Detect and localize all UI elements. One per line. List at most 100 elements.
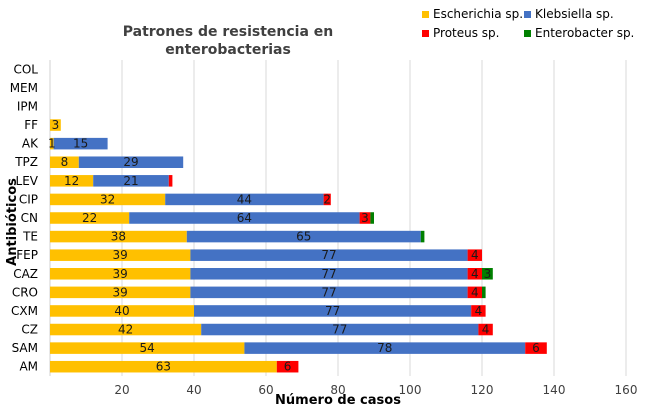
bar-sam-proteus-sp <box>525 342 547 354</box>
bar-tpz-escherichia-sp <box>50 156 79 168</box>
legend-swatch-klebsiella-sp <box>524 11 531 18</box>
bar-cip-escherichia-sp <box>50 193 166 206</box>
bar-cro-escherichia-sp <box>50 286 191 299</box>
data-label-fep-escherichia-sp: 39 <box>113 248 128 262</box>
category-label-tpz: TPZ <box>14 155 38 169</box>
data-label-cro-escherichia-sp: 39 <box>113 285 128 299</box>
bar-lev-proteus-sp <box>168 175 173 187</box>
bar-caz-escherichia-sp <box>50 268 191 280</box>
x-tick-label-120: 120 <box>471 383 494 397</box>
bar-tpz-klebsiella-sp <box>78 156 184 168</box>
bar-cn-escherichia-sp <box>50 212 130 224</box>
category-label-am: AM <box>19 360 38 374</box>
data-label-cz-proteus-sp: 4 <box>482 323 490 337</box>
legend-swatch-enterobacter-sp <box>524 30 531 37</box>
legend-label-klebsiella-sp: Klebsiella sp. <box>535 7 614 21</box>
bar-am-proteus-sp <box>276 360 299 373</box>
category-label-ff: FF <box>24 118 38 132</box>
bar-te-escherichia-sp <box>50 230 187 243</box>
category-label-cxm: CXM <box>11 304 38 318</box>
bar-te-enterobacter-sp <box>420 230 425 243</box>
bars-group <box>50 119 547 373</box>
x-axis-ticks: 20 40 60 80 100 120 140 160 <box>114 383 637 397</box>
bar-ff-escherichia-sp <box>50 119 61 131</box>
bar-ak-escherichia-sp <box>50 137 54 150</box>
category-label-lev: LEV <box>16 174 39 188</box>
category-label-cip: CIP <box>19 192 38 206</box>
bar-cn-klebsiella-sp <box>129 212 360 224</box>
data-label-caz-proteus-sp: 4 <box>471 267 479 281</box>
data-label-tpz-klebsiella-sp: 29 <box>123 155 138 169</box>
bar-te-klebsiella-sp <box>186 230 421 243</box>
bar-am-escherichia-sp <box>50 360 277 373</box>
bar-cxm-proteus-sp <box>471 305 486 317</box>
bar-cxm-escherichia-sp <box>50 305 194 317</box>
legend-swatch-escherichia-sp <box>422 11 429 18</box>
bar-caz-enterobacter-sp <box>482 268 493 280</box>
data-label-fep-klebsiella-sp: 77 <box>321 248 336 262</box>
bar-lev-escherichia-sp <box>50 175 94 187</box>
bar-cz-escherichia-sp <box>50 323 202 336</box>
data-label-ff-escherichia-sp: 3 <box>52 118 60 132</box>
bar-cip-proteus-sp <box>323 193 331 206</box>
data-label-caz-enterobacter-sp: 3 <box>484 267 492 281</box>
data-label-tpz-escherichia-sp: 8 <box>61 155 69 169</box>
x-tick-label-60: 60 <box>258 383 273 397</box>
bar-cip-klebsiella-sp <box>165 193 324 206</box>
bar-ak-klebsiella-sp <box>53 137 108 150</box>
bar-cz-proteus-sp <box>478 323 493 336</box>
x-tick-label-140: 140 <box>543 383 566 397</box>
data-label-sam-escherichia-sp: 54 <box>140 341 155 355</box>
bar-sam-escherichia-sp <box>50 342 245 354</box>
bar-fep-klebsiella-sp <box>190 249 468 261</box>
legend: Escherichia sp. Klebsiella sp. Proteus sp.… <box>422 7 634 40</box>
data-label-cn-proteus-sp: 3 <box>361 211 369 225</box>
data-label-ak-klebsiella-sp: 15 <box>73 137 88 151</box>
bar-caz-klebsiella-sp <box>190 268 468 280</box>
bar-cro-proteus-sp <box>467 286 482 299</box>
x-tick-label-40: 40 <box>186 383 201 397</box>
data-label-te-klebsiella-sp: 65 <box>296 230 311 244</box>
data-label-lev-escherichia-sp: 12 <box>64 174 79 188</box>
legend-label-proteus-sp: Proteus sp. <box>433 26 499 40</box>
data-label-cro-proteus-sp: 4 <box>471 285 479 299</box>
data-label-ak-escherichia-sp: 1 <box>48 137 56 151</box>
chart-title-line-2: enterobacterias <box>165 42 291 58</box>
bar-cn-proteus-sp <box>359 212 371 224</box>
data-label-cro-klebsiella-sp: 77 <box>321 285 336 299</box>
category-label-te: TE <box>22 230 38 244</box>
chart-title-line-1: Patrones de resistencia en <box>123 24 334 40</box>
bar-lev-klebsiella-sp <box>93 175 169 187</box>
data-label-cn-escherichia-sp: 22 <box>82 211 97 225</box>
bar-sam-klebsiella-sp <box>244 342 526 354</box>
bar-cxm-klebsiella-sp <box>194 305 472 317</box>
x-tick-label-160: 160 <box>615 383 638 397</box>
data-label-cip-escherichia-sp: 32 <box>100 192 115 206</box>
x-tick-label-100: 100 <box>399 383 422 397</box>
data-label-cxm-escherichia-sp: 40 <box>114 304 129 318</box>
legend-swatch-proteus-sp <box>422 30 429 37</box>
y-axis-label: Antibióticos <box>5 178 20 266</box>
data-label-caz-escherichia-sp: 39 <box>113 267 128 281</box>
category-label-caz: CAZ <box>13 267 38 281</box>
category-label-cn: CN <box>21 211 38 225</box>
category-label-sam: SAM <box>12 341 38 355</box>
x-tick-label-80: 80 <box>330 383 345 397</box>
data-label-cz-klebsiella-sp: 77 <box>332 323 347 337</box>
data-label-am-proteus-sp: 6 <box>284 360 292 374</box>
category-label-cz: CZ <box>21 323 38 337</box>
legend-label-escherichia-sp: Escherichia sp. <box>433 7 523 21</box>
category-label-fep: FEP <box>16 248 38 262</box>
category-label-cro: CRO <box>12 285 38 299</box>
bar-cz-klebsiella-sp <box>201 323 479 336</box>
bar-cro-klebsiella-sp <box>190 286 468 299</box>
y-axis-categories: COL MEM IPM FF AK TPZ LEV CIP CN TE FEP CAZ CRO CXM CZ… <box>10 62 39 373</box>
data-label-am-escherichia-sp: 63 <box>156 360 171 374</box>
category-label-mem: MEM <box>10 81 38 95</box>
category-label-ak: AK <box>22 137 39 151</box>
data-label-caz-klebsiella-sp: 77 <box>321 267 336 281</box>
data-label-te-escherichia-sp: 38 <box>111 230 126 244</box>
data-label-sam-klebsiella-sp: 78 <box>377 341 392 355</box>
